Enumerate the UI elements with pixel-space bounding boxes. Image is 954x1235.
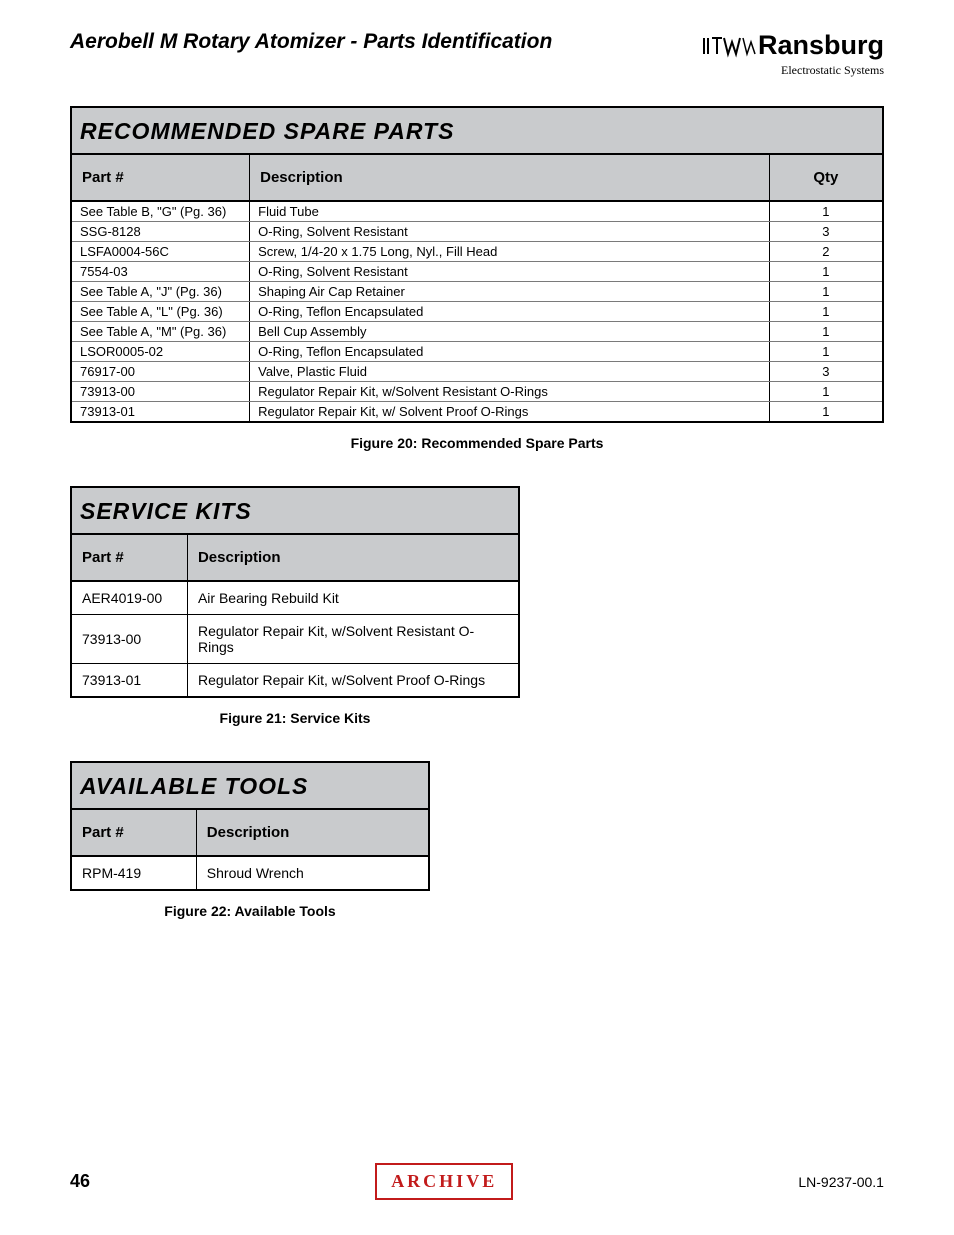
available-tools-table: AVAILABLE TOOLS Part # Description RPM-4… <box>70 761 430 891</box>
column-header: Part # <box>71 154 250 201</box>
itw-logo-icon <box>702 34 756 58</box>
page-number: 46 <box>70 1171 90 1192</box>
table-row: 73913-01Regulator Repair Kit, w/Solvent … <box>71 664 519 698</box>
logo-block: Ransburg Electrostatic Systems <box>702 30 884 78</box>
table-row: 73913-01Regulator Repair Kit, w/ Solvent… <box>71 402 883 423</box>
logo-brand-text: Ransburg <box>758 30 884 61</box>
column-header: Description <box>187 534 519 581</box>
figure-caption: Figure 22: Available Tools <box>70 903 430 919</box>
table-row: 73913-00Regulator Repair Kit, w/Solvent … <box>71 382 883 402</box>
table-row: RPM-419Shroud Wrench <box>71 856 429 890</box>
page-title: Aerobell M Rotary Atomizer - Parts Ident… <box>70 30 552 54</box>
table-row: See Table A, "L" (Pg. 36)O-Ring, Teflon … <box>71 302 883 322</box>
table-row: 76917-00Valve, Plastic Fluid3 <box>71 362 883 382</box>
column-header: Qty <box>769 154 883 201</box>
column-header: Part # <box>71 809 196 856</box>
column-header: Part # <box>71 534 187 581</box>
table-row: LSFA0004-56CScrew, 1/4-20 x 1.75 Long, N… <box>71 242 883 262</box>
table-row: See Table A, "J" (Pg. 36)Shaping Air Cap… <box>71 282 883 302</box>
table-row: See Table B, "G" (Pg. 36)Fluid Tube1 <box>71 201 883 222</box>
page-content: RECOMMENDED SPARE PARTS Part # Descripti… <box>0 106 954 919</box>
section-title: AVAILABLE TOOLS <box>71 762 429 809</box>
section-title: SERVICE KITS <box>71 487 519 534</box>
figure-caption: Figure 21: Service Kits <box>70 710 520 726</box>
page-header: Aerobell M Rotary Atomizer - Parts Ident… <box>0 0 954 88</box>
document-id: LN-9237-00.1 <box>798 1174 884 1190</box>
table-row: 7554-03O-Ring, Solvent Resistant1 <box>71 262 883 282</box>
table-row: 73913-00Regulator Repair Kit, w/Solvent … <box>71 615 519 664</box>
figure-caption: Figure 20: Recommended Spare Parts <box>70 435 884 451</box>
column-header: Description <box>196 809 429 856</box>
section-title: RECOMMENDED SPARE PARTS <box>71 107 883 154</box>
service-kits-table: SERVICE KITS Part # Description AER4019-… <box>70 486 520 698</box>
page-footer: 46 ARCHIVE LN-9237-00.1 <box>0 1163 954 1200</box>
table-row: LSOR0005-02O-Ring, Teflon Encapsulated1 <box>71 342 883 362</box>
archive-stamp: ARCHIVE <box>375 1163 513 1200</box>
table-row: AER4019-00Air Bearing Rebuild Kit <box>71 581 519 615</box>
column-header: Description <box>250 154 770 201</box>
spare-parts-table: RECOMMENDED SPARE PARTS Part # Descripti… <box>70 106 884 423</box>
table-row: See Table A, "M" (Pg. 36)Bell Cup Assemb… <box>71 322 883 342</box>
table-row: SSG-8128O-Ring, Solvent Resistant3 <box>71 222 883 242</box>
logo-subtitle: Electrostatic Systems <box>702 63 884 78</box>
